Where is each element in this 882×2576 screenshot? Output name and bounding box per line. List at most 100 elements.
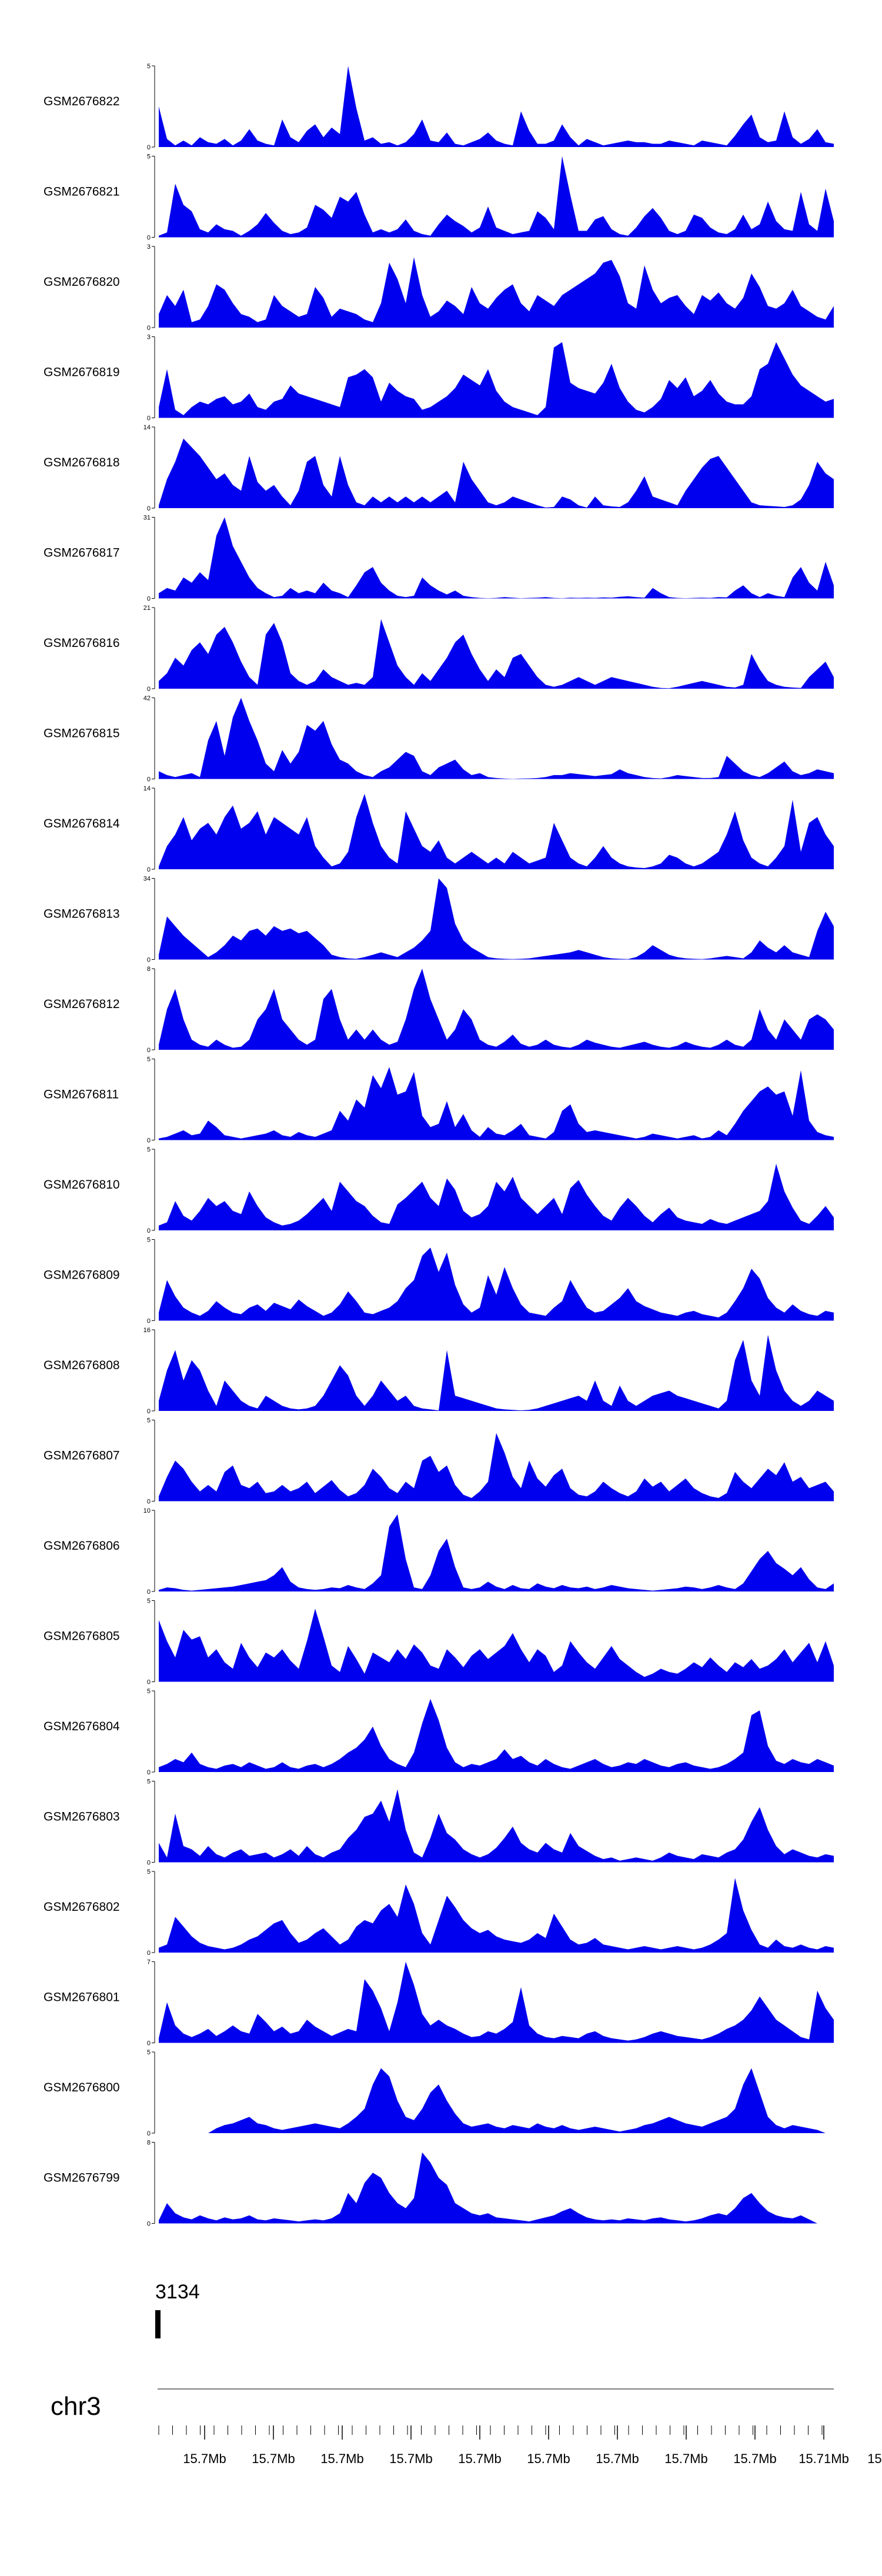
coverage-area [159,1433,834,1501]
y-tick-label-min: 0 [147,1769,151,1776]
track-GSM2676800: GSM2676800 5 0 [44,2049,834,2137]
track-GSM2676820: GSM2676820 3 0 [44,243,834,332]
y-tick-label-max: 21 [143,605,151,612]
y-tick-label-max: 14 [143,785,151,792]
y-tick-label-min: 0 [147,1860,151,1867]
y-tick-label-min: 0 [147,2221,151,2228]
y-tick-label-min: 0 [147,1227,151,1234]
chromosome-label: chr3 [51,2392,101,2421]
coverage-area [159,698,834,779]
y-tick-label-max: 8 [147,966,151,973]
y-tick-label-min: 0 [147,686,151,693]
x-tick-label: 15.7Mb [527,2451,570,2466]
coverage-area [159,793,834,869]
track-GSM2676811: GSM2676811 5 0 [44,1056,834,1144]
x-tick-label: 15.7Mb [664,2451,707,2466]
track-label: GSM2676813 [44,907,120,921]
y-tick-label-min: 0 [147,505,151,512]
track-GSM2676818: GSM2676818 14 0 [44,424,834,512]
y-tick-label-max: 8 [147,2140,151,2147]
genome-axis: 15.7Mb 15.7Mb 15.7Mb 15.7Mb 15.7Mb 15.7Mb 15.7… [158,2425,882,2466]
y-tick-label-max: 5 [147,1237,151,1244]
y-tick-label-min: 0 [147,776,151,783]
coverage-area [159,1961,834,2043]
region-marker [155,2310,161,2338]
track-label: GSM2676806 [44,1539,120,1553]
track-GSM2676804: GSM2676804 5 0 [44,1688,834,1776]
track-GSM2676814: GSM2676814 14 0 [44,785,834,873]
y-tick-label-max: 7 [147,1959,151,1966]
track-label: GSM2676808 [44,1359,120,1372]
coverage-area [159,342,834,418]
y-tick-label-max: 5 [147,1778,151,1786]
coverage-area [159,1609,834,1682]
y-tick-label-max: 5 [147,1598,151,1605]
track-GSM2676808: GSM2676808 16 0 [44,1327,834,1415]
y-tick-label-min: 0 [147,1950,151,1957]
y-tick-label-max: 42 [143,695,151,702]
track-label: GSM2676803 [44,1810,120,1824]
region-label: 3134 [155,2281,200,2303]
track-label: GSM2676800 [44,2081,120,2094]
y-tick-label-min: 0 [147,235,151,242]
y-tick-label-min: 0 [147,144,151,151]
y-tick-label-min: 0 [147,1499,151,1506]
track-label: GSM2676821 [44,185,120,199]
track-GSM2676815: GSM2676815 42 0 [44,695,834,783]
y-tick-label-max: 3 [147,243,151,251]
coverage-area [159,878,834,960]
y-tick-label-max: 5 [147,1146,151,1153]
x-tick-label: 15.7Mb [389,2451,432,2466]
y-tick-label-max: 10 [143,1507,151,1514]
coverage-area [159,619,834,689]
y-tick-label-max: 5 [147,2049,151,2056]
y-tick-label-min: 0 [147,1408,151,1415]
x-tick-label: 15.7Mb [320,2451,363,2466]
coverage-area [159,1878,834,1953]
coverage-area [159,438,834,508]
track-label: GSM2676810 [44,1178,120,1192]
track-GSM2676802: GSM2676802 5 0 [44,1868,834,1957]
coverage-area [159,1067,834,1140]
y-tick-label-max: 5 [147,1688,151,1695]
y-tick-label-max: 34 [143,876,151,883]
y-tick-label-min: 0 [147,1318,151,1325]
track-label: GSM2676811 [44,1088,119,1102]
track-GSM2676812: GSM2676812 8 0 [44,966,834,1054]
coverage-area [159,2068,834,2133]
track-label: GSM2676804 [44,1720,120,1733]
track-label: GSM2676812 [44,997,120,1011]
coverage-area [159,156,834,238]
track-GSM2676806: GSM2676806 10 0 [44,1507,834,1596]
y-tick-label-min: 0 [147,957,151,964]
track-GSM2676822: GSM2676822 5 0 [44,63,834,151]
y-tick-label-min: 0 [147,1589,151,1596]
y-tick-label-max: 3 [147,334,151,341]
x-tick-label: 15.7Mb [596,2451,639,2466]
track-label: GSM2676818 [44,456,120,469]
x-tick-label: 15.71Mb [867,2451,882,2466]
coverage-area [159,1247,834,1321]
track-label: GSM2676814 [44,817,120,830]
track-label: GSM2676799 [44,2171,120,2185]
coverage-area [159,1334,834,1411]
track-GSM2676813: GSM2676813 34 0 [44,876,834,964]
coverage-area [159,1514,834,1591]
coverage-area [159,1789,834,1863]
coverage-tracks: GSM267682250GSM267682150GSM267682030GSM2… [44,63,834,2228]
coverage-area [159,969,834,1050]
y-tick-label-max: 5 [147,63,151,70]
x-tick-label: 15.7Mb [733,2451,776,2466]
x-tick-label: 15.71Mb [799,2451,849,2466]
track-label: GSM2676809 [44,1269,120,1282]
y-tick-label-max: 5 [147,154,151,161]
track-GSM2676817: GSM2676817 31 0 [44,515,834,603]
x-tick-label: 15.7Mb [458,2451,501,2466]
track-label: GSM2676815 [44,727,120,740]
y-tick-label-min: 0 [147,1047,151,1054]
track-label: GSM2676820 [44,275,120,289]
x-tick-label: 15.7Mb [183,2451,226,2466]
track-label: GSM2676802 [44,1900,120,1914]
y-tick-label-max: 16 [143,1327,151,1334]
